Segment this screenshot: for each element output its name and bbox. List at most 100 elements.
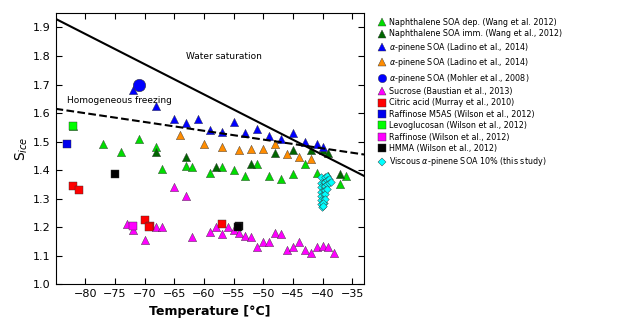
Point [312, 170, 321, 176]
Point [317, 198, 326, 203]
Point [318, 203, 328, 209]
Point [228, 228, 238, 233]
Point [98, 142, 108, 147]
Point [322, 186, 332, 191]
Point [305, 147, 315, 153]
Point [319, 196, 329, 201]
Point [233, 225, 242, 230]
Point [181, 163, 191, 168]
Y-axis label: S$_{ice}$: S$_{ice}$ [14, 136, 30, 161]
Point [305, 156, 315, 162]
Point [217, 145, 226, 150]
Point [259, 239, 268, 244]
Point [319, 200, 329, 206]
Point [264, 173, 274, 179]
Point [234, 231, 244, 236]
Point [169, 116, 179, 121]
Point [181, 155, 191, 160]
Point [205, 170, 215, 176]
Point [211, 165, 221, 170]
Point [300, 248, 310, 253]
Point [146, 223, 155, 229]
Point [217, 222, 226, 227]
Point [139, 238, 149, 243]
Point [151, 145, 161, 150]
Point [317, 189, 326, 194]
Point [336, 182, 346, 187]
Point [319, 188, 329, 193]
Point [223, 225, 233, 230]
Point [128, 228, 138, 233]
Point [270, 142, 280, 147]
Point [322, 182, 332, 187]
Point [270, 150, 280, 156]
Point [318, 200, 328, 206]
Point [175, 132, 185, 137]
Point [68, 123, 78, 129]
Point [252, 245, 262, 250]
Point [252, 162, 262, 167]
Point [321, 175, 331, 180]
Point [62, 142, 72, 147]
Point [146, 223, 155, 229]
Point [264, 239, 274, 244]
Point [321, 179, 331, 184]
Point [151, 149, 161, 154]
Point [288, 147, 298, 153]
Point [322, 173, 332, 179]
Point [324, 181, 334, 186]
Point [122, 222, 131, 227]
Point [134, 136, 144, 141]
Point [68, 123, 78, 129]
Point [217, 165, 226, 170]
Point [276, 232, 286, 237]
Point [318, 145, 328, 150]
Point [282, 248, 292, 253]
Point [324, 176, 334, 181]
Point [199, 142, 209, 147]
Point [276, 136, 286, 141]
Point [259, 146, 268, 151]
Point [317, 205, 327, 210]
Point [321, 192, 331, 197]
Point [321, 188, 331, 193]
Point [246, 162, 256, 167]
Point [151, 225, 161, 230]
Point [264, 133, 274, 139]
Point [228, 119, 238, 124]
Point [317, 193, 326, 198]
Point [317, 175, 326, 180]
Point [187, 165, 197, 170]
Point [193, 116, 203, 121]
Point [116, 149, 126, 154]
Point [312, 245, 321, 250]
Point [246, 235, 256, 240]
Point [276, 176, 286, 181]
Legend: Naphthalene SOA dep. (Wang et al. 2012), Naphthalene SOA imm. (Wang et al., 2012: Naphthalene SOA dep. (Wang et al. 2012),… [378, 17, 563, 169]
Point [323, 150, 333, 156]
X-axis label: Temperature [°C]: Temperature [°C] [149, 305, 270, 318]
Point [217, 129, 226, 134]
Point [74, 188, 84, 193]
Point [234, 147, 244, 153]
Point [128, 88, 138, 93]
Point [323, 245, 333, 250]
Point [319, 179, 329, 184]
Point [318, 243, 328, 249]
Point [319, 192, 329, 197]
Point [241, 173, 251, 179]
Point [300, 139, 310, 144]
Point [294, 239, 304, 244]
Point [128, 223, 138, 229]
Point [305, 250, 315, 256]
Text: Water saturation: Water saturation [186, 52, 262, 61]
Point [246, 146, 256, 151]
Point [329, 250, 339, 256]
Point [288, 245, 298, 250]
Point [282, 152, 292, 157]
Point [139, 217, 149, 223]
Point [134, 82, 144, 87]
Point [317, 185, 326, 190]
Point [323, 173, 333, 179]
Point [211, 225, 221, 230]
